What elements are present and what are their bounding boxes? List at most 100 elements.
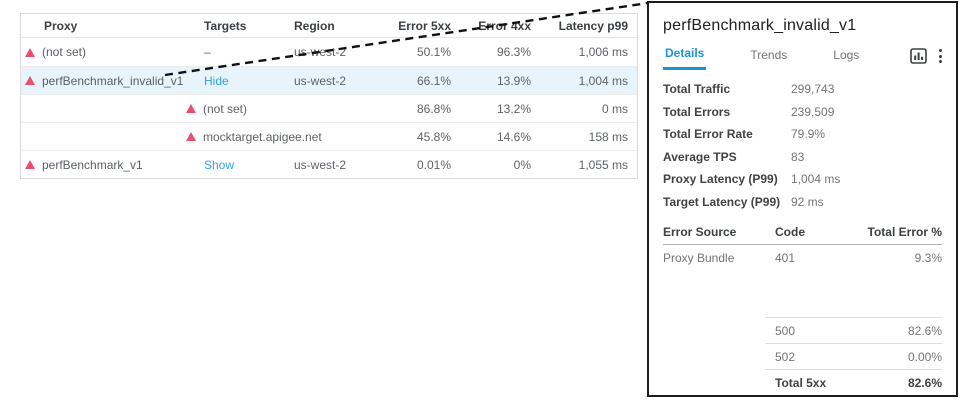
latency-cell: 158 ms: [588, 129, 628, 144]
error-pct-cell: 9.3%: [914, 251, 942, 265]
metric-label: Proxy Latency (P99): [663, 172, 778, 187]
column-header-code: Code: [775, 224, 805, 239]
region-cell: us-west-2: [294, 45, 347, 59]
metric-value: 239,509: [791, 104, 835, 119]
error-pct-cell: 82.6%: [907, 323, 942, 338]
table-row[interactable]: (not set) – us-west-2 50.1% 96.3% 1,006 …: [21, 38, 637, 66]
tab-icons: [910, 48, 942, 65]
error-5xx-rows: 500 82.6% 502 0.00% Total 5xx 82.6%: [765, 317, 942, 395]
column-header-proxy: Proxy: [44, 18, 78, 33]
bar-chart-icon[interactable]: [910, 48, 927, 64]
error5xx-cell: 50.1%: [416, 45, 451, 59]
column-header-latency: Latency p99: [558, 18, 628, 33]
error4xx-cell: 0%: [513, 157, 531, 172]
error-row-proxy-bundle: Proxy Bundle 401 9.3%: [663, 245, 942, 271]
column-header-targets: Targets: [204, 18, 247, 33]
latency-cell: 1,055 ms: [578, 157, 628, 172]
latency-cell: 0 ms: [601, 101, 628, 116]
proxy-name: perfBenchmark_v1: [42, 157, 143, 172]
error-code-cell: 502: [775, 349, 796, 364]
metric-label: Total Errors: [663, 104, 731, 119]
column-header-error-source: Error Source: [663, 224, 737, 239]
column-header-error5xx: Error 5xx: [398, 18, 451, 33]
show-targets-link[interactable]: Show: [204, 157, 235, 172]
metric-label: Target Latency (P99): [663, 194, 781, 209]
error-table-gap: [663, 271, 942, 317]
error-code-cell: 500: [775, 323, 796, 338]
error4xx-cell: 96.3%: [496, 45, 531, 59]
proxy-name: perfBenchmark_invalid_v1: [42, 73, 184, 88]
proxy-table-header: Proxy Targets Region Error 5xx Error 4xx…: [21, 14, 637, 38]
error5xx-cell: 0.01%: [416, 157, 451, 172]
alert-triangle-icon: [25, 76, 35, 85]
metric-value: 79.9%: [791, 127, 826, 142]
tab-logs[interactable]: Logs: [833, 47, 860, 62]
target-name: mocktarget.apigee.net: [203, 129, 322, 144]
metric-row: Total Errors 239,509: [663, 101, 942, 124]
targets-cell: Show: [186, 158, 294, 172]
metric-value: 299,743: [791, 82, 835, 97]
metric-label: Total Traffic: [663, 82, 731, 97]
target-cell: mocktarget.apigee.net: [186, 130, 374, 144]
error-source-cell: Proxy Bundle: [663, 251, 735, 265]
metric-row: Average TPS 83: [663, 146, 942, 169]
metric-row: Total Error Rate 79.9%: [663, 123, 942, 146]
metric-value: 92 ms: [791, 194, 824, 209]
target-cell: (not set): [186, 102, 374, 116]
table-row[interactable]: perfBenchmark_v1 Show us-west-2 0.01% 0%…: [21, 150, 637, 178]
error-row-502: 502 0.00%: [765, 343, 942, 369]
metric-row: Target Latency (P99) 92 ms: [663, 191, 942, 214]
target-sub-row[interactable]: mocktarget.apigee.net 45.8% 14.6% 158 ms: [21, 122, 637, 150]
error5xx-cell: 45.8%: [416, 129, 451, 144]
alert-triangle-icon: [25, 47, 35, 57]
metric-value: 1,004 ms: [791, 172, 841, 187]
panel-title: perfBenchmark_invalid_v1: [663, 17, 857, 34]
metric-label: Total Error Rate: [663, 127, 753, 142]
error-row-500: 500 82.6%: [765, 317, 942, 343]
metric-row: Proxy Latency (P99) 1,004 ms: [663, 168, 942, 191]
metric-row: Total Traffic 299,743: [663, 78, 942, 101]
column-header-error4xx: Error 4xx: [478, 18, 531, 33]
alert-triangle-icon: [186, 132, 196, 141]
error4xx-cell: 14.6%: [496, 129, 531, 144]
error5xx-cell: 86.8%: [416, 101, 451, 116]
column-header-total-error-pct: Total Error %: [867, 224, 942, 239]
error-source-table: Error Source Code Total Error % Proxy Bu…: [663, 225, 942, 395]
table-row-selected[interactable]: perfBenchmark_invalid_v1 Hide us-west-2 …: [21, 66, 637, 94]
error-pct-cell: 82.6%: [907, 375, 942, 390]
error4xx-cell: 13.9%: [496, 73, 531, 88]
error4xx-cell: 13.2%: [496, 101, 531, 116]
error-pct-cell: 0.00%: [907, 349, 942, 364]
tab-trends[interactable]: Trends: [750, 47, 788, 62]
error-table-header: Error Source Code Total Error %: [663, 225, 942, 245]
latency-cell: 1,004 ms: [578, 73, 628, 88]
target-name: (not set): [203, 101, 248, 116]
hide-targets-link[interactable]: Hide: [204, 73, 229, 88]
column-header-region: Region: [294, 18, 335, 33]
targets-cell: Hide: [186, 74, 294, 88]
details-panel: perfBenchmark_invalid_v1 Details Trends …: [647, 1, 958, 397]
error-row-total-5xx: Total 5xx 82.6%: [765, 369, 942, 395]
proxy-cell: perfBenchmark_invalid_v1: [21, 74, 186, 88]
panel-tabs: Details Trends Logs: [663, 42, 942, 70]
proxy-cell: perfBenchmark_v1: [21, 158, 186, 172]
proxy-cell: (not set): [21, 45, 186, 59]
region-cell: us-west-2: [294, 73, 347, 88]
proxy-table: Proxy Targets Region Error 5xx Error 4xx…: [20, 13, 638, 179]
metrics-list: Total Traffic 299,743 Total Errors 239,5…: [663, 78, 942, 213]
latency-cell: 1,006 ms: [578, 45, 628, 59]
proxy-name: (not set): [42, 45, 87, 59]
error-code-cell: Total 5xx: [775, 375, 827, 390]
targets-cell: –: [204, 45, 211, 59]
kebab-menu-icon[interactable]: [939, 48, 942, 65]
metric-value: 83: [791, 149, 805, 164]
error5xx-cell: 66.1%: [416, 73, 451, 88]
region-cell: us-west-2: [294, 157, 347, 172]
error-code-cell: 401: [775, 251, 796, 265]
metric-label: Average TPS: [663, 149, 737, 164]
tab-details[interactable]: Details: [663, 42, 707, 70]
alert-triangle-icon: [186, 104, 196, 113]
alert-triangle-icon: [25, 160, 35, 169]
target-sub-row[interactable]: (not set) 86.8% 13.2% 0 ms: [21, 94, 637, 122]
